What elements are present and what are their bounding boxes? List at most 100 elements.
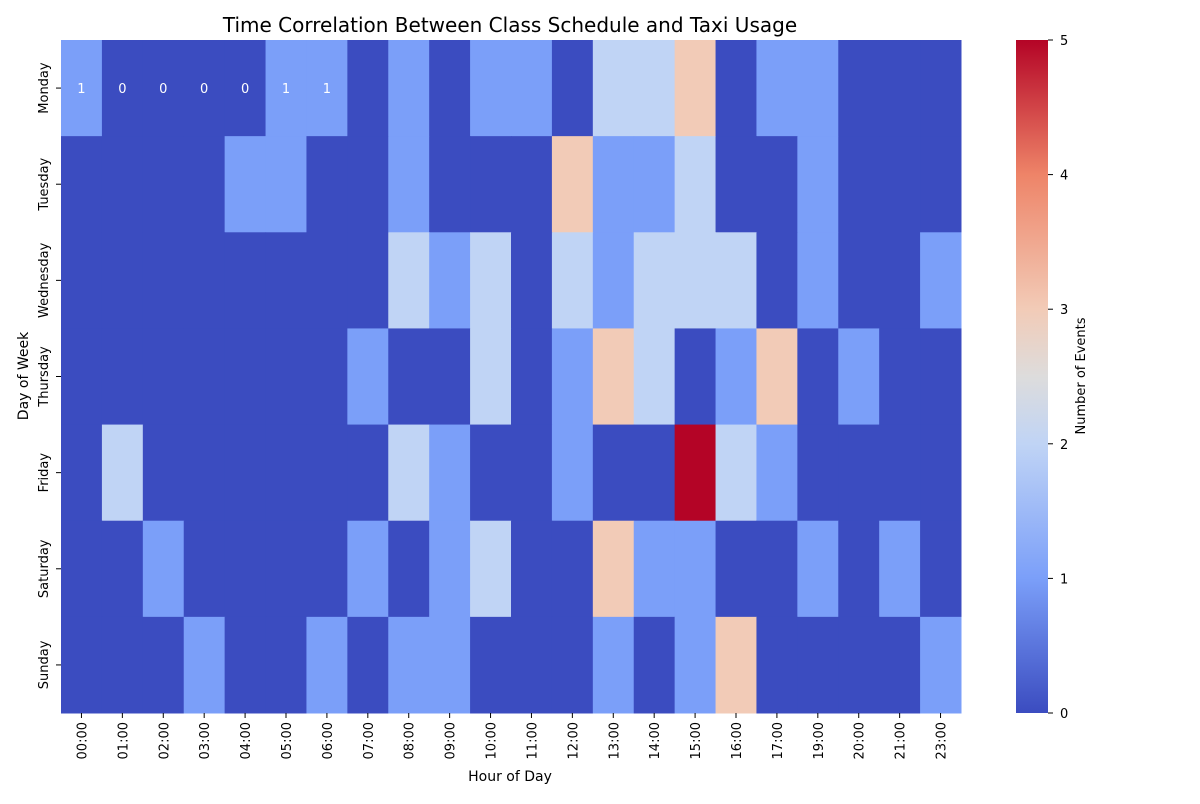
heatmap-cell [756,520,798,618]
y-axis-label: Day of Week [16,331,32,420]
heatmap-cell [183,40,226,137]
x-tick-label: 13:00 [607,722,622,759]
heatmap-cell [756,616,798,714]
cell-value-label: 1 [282,82,290,97]
x-tick-label: 07:00 [362,722,377,759]
heatmap-cell [920,328,962,426]
heatmap-cell [306,328,348,426]
heatmap-cell [347,136,389,233]
heatmap-cell [61,520,103,618]
heatmap-cell [388,232,430,329]
y-tick-label: Monday [37,62,52,114]
heatmap-cell [429,328,471,426]
heatmap-cell [470,520,512,618]
y-tick-label: Tuesday [37,157,52,211]
heatmap-cell [306,616,348,714]
heatmap-cell [674,40,717,137]
heatmap-cell [388,424,430,522]
x-tick-label: 03:00 [198,722,213,759]
heatmap-cell [756,328,798,426]
heatmap-cell [511,424,553,522]
heatmap-cell [592,520,635,618]
y-tick-label: Thursday [37,346,52,408]
heatmap-cell [674,232,717,329]
colorbar-label: Number of Events [1074,317,1089,434]
heatmap-cell [674,136,717,233]
heatmap-cell [470,136,512,233]
heatmap-cell [224,40,267,137]
heatmap-cell [633,424,676,522]
heatmap-cell [920,520,962,618]
heatmap-cell [797,136,839,233]
heatmap-cell [224,232,267,329]
heatmap-cell [183,136,226,233]
y-tick-label: Friday [37,453,52,493]
heatmap-cell [797,40,839,137]
heatmap-cell [879,424,921,522]
heatmap-cell [879,136,921,233]
heatmap-cell [592,328,635,426]
heatmap-cell [306,424,348,522]
cell-value-label: 0 [159,82,167,97]
heatmap-cell [388,40,430,137]
x-tick-label: 00:00 [75,722,90,759]
heatmap-cell [838,424,880,522]
heatmap-cell [879,232,921,329]
heatmap-cell [306,520,348,618]
heatmap-cell [265,424,307,522]
x-tick-label: 01:00 [116,722,131,759]
x-tick-label: 08:00 [403,722,418,759]
heatmap-cell [388,136,430,233]
heatmap-cell [592,232,635,329]
heatmap-cell [183,424,226,522]
x-tick-label: 14:00 [648,722,663,759]
colorbar-tick-label: 3 [1060,303,1068,318]
heatmap-cell [715,616,757,714]
heatmap-cell [756,424,798,522]
heatmap-cell [592,616,635,714]
heatmap-cell [797,616,839,714]
cell-value-label: 0 [241,82,249,97]
heatmap-cell [797,424,839,522]
heatmap-cell [879,328,921,426]
heatmap-cell [306,232,348,329]
colorbar-ticks: 0 1 2 3 4 5 [1048,34,1068,722]
heatmap-cell [715,520,757,618]
heatmap-cell [715,424,757,522]
heatmap-cell [551,520,594,618]
x-tick-label: 12:00 [566,722,581,759]
colorbar-tick-label: 0 [1060,707,1068,722]
heatmap-cell [633,232,676,329]
heatmap-cell [470,232,512,329]
x-tick-label: 15:00 [689,722,704,759]
heatmap-cell [511,520,553,618]
heatmap-cell [101,520,144,618]
heatmap-cell [470,424,512,522]
heatmap-cell [674,520,717,618]
colorbar: 0 1 2 3 4 5 Number of Events [1016,34,1089,722]
heatmap-cell [142,136,185,233]
heatmap-cell [470,616,512,714]
heatmap-cell [265,40,307,137]
heatmap-cell [429,40,471,137]
heatmap-cell [61,616,103,714]
cell-value-label: 0 [118,82,126,97]
heatmap-cell [142,616,185,714]
heatmap-cell [879,520,921,618]
y-axis-ticks: Monday Tuesday Wednesday Thursday Friday Satu… [37,62,61,689]
heatmap-cell [101,328,144,426]
colorbar-tick-label: 2 [1060,438,1068,453]
x-tick-label: 19:00 [812,722,827,759]
heatmap-cell [224,136,267,233]
heatmap-cell [838,232,880,329]
heatmap-cell [838,616,880,714]
x-tick-label: 02:00 [157,722,172,759]
heatmap-cell [470,328,512,426]
heatmap-cell [101,232,144,329]
colorbar-tick-label: 5 [1060,34,1068,49]
heatmap-cell [715,328,757,426]
heatmap-cell [142,424,185,522]
heatmap-cell [879,40,921,137]
